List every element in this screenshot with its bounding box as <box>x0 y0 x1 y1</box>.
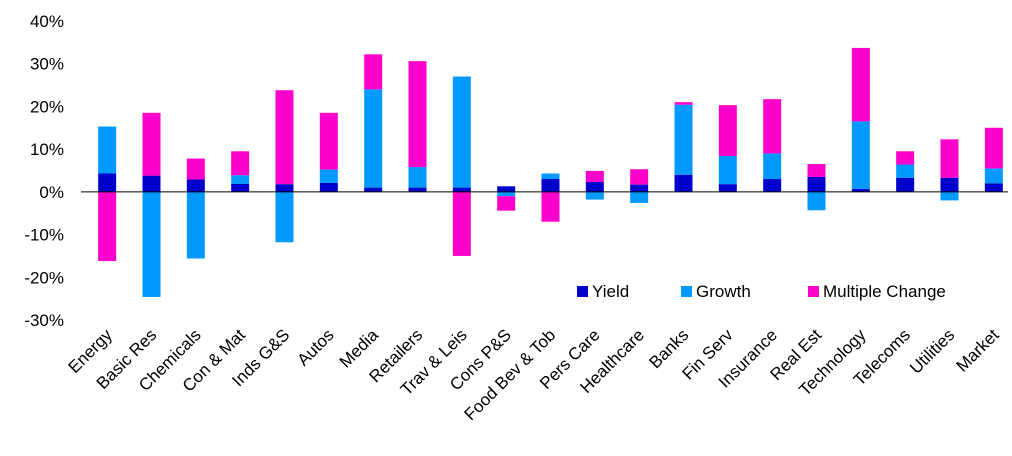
bar-growth-17 <box>851 121 870 189</box>
bar-multiple-change-12 <box>630 169 649 185</box>
bar-yield-8 <box>452 187 471 192</box>
bar-multiple-change-17 <box>851 47 870 122</box>
y-tick-label: -10% <box>24 226 64 245</box>
bar-growth-4 <box>275 191 294 243</box>
legend-swatch-multiple-change <box>808 286 819 297</box>
bar-growth-16 <box>807 191 826 211</box>
bar-growth-18 <box>896 164 915 178</box>
bar-multiple-change-15 <box>763 99 782 154</box>
bar-yield-2 <box>186 179 205 192</box>
bar-multiple-change-3 <box>231 151 250 176</box>
bar-yield-10 <box>541 179 560 192</box>
bar-yield-1 <box>142 175 161 192</box>
bar-yield-14 <box>718 184 737 192</box>
y-tick-label: -30% <box>24 311 64 330</box>
bar-multiple-change-2 <box>186 158 205 180</box>
x-tick-label: Autos <box>293 325 337 369</box>
bar-growth-15 <box>763 153 782 180</box>
bar-growth-2 <box>186 191 205 259</box>
bar-multiple-change-8 <box>452 191 471 256</box>
bar-multiple-change-9 <box>497 196 516 211</box>
bar-multiple-change-20 <box>984 127 1003 169</box>
bar-multiple-change-0 <box>98 191 117 262</box>
bar-multiple-change-13 <box>674 102 693 105</box>
bar-growth-8 <box>452 76 471 188</box>
bar-yield-20 <box>984 183 1003 192</box>
y-axis-ticks: 40% 30% 20% 10% 0% -10% -20% -30% <box>24 12 64 330</box>
bars-layer <box>98 47 1003 297</box>
bar-growth-9 <box>497 191 516 197</box>
y-tick-label: 30% <box>30 55 64 74</box>
bar-multiple-change-4 <box>275 90 294 185</box>
bar-growth-14 <box>718 155 737 185</box>
bar-yield-13 <box>674 174 693 192</box>
bar-growth-11 <box>585 191 604 200</box>
bar-yield-0 <box>98 173 117 192</box>
bar-multiple-change-1 <box>142 112 161 176</box>
legend-label-multiple-change: Multiple Change <box>823 282 946 301</box>
y-tick-label: 20% <box>30 97 64 116</box>
bar-yield-16 <box>807 176 826 192</box>
bar-yield-5 <box>319 182 338 192</box>
bar-yield-17 <box>851 188 870 192</box>
bar-multiple-change-10 <box>541 191 560 222</box>
bar-yield-19 <box>940 177 959 192</box>
legend-label-growth: Growth <box>696 282 751 301</box>
legend-swatch-growth <box>681 286 692 297</box>
bar-growth-0 <box>98 126 117 174</box>
bar-growth-20 <box>984 168 1003 184</box>
legend-swatch-yield <box>577 286 588 297</box>
x-tick-label: Utilities <box>906 325 958 377</box>
y-tick-label: 40% <box>30 12 64 31</box>
bar-growth-19 <box>940 191 959 201</box>
bar-growth-7 <box>408 167 427 188</box>
bar-yield-18 <box>896 177 915 192</box>
bar-multiple-change-7 <box>408 61 427 168</box>
bar-multiple-change-6 <box>364 54 383 90</box>
bar-multiple-change-19 <box>940 139 959 178</box>
y-tick-label: -20% <box>24 268 64 287</box>
bar-growth-1 <box>142 191 161 297</box>
bar-growth-3 <box>231 175 250 184</box>
x-tick-label: Market <box>952 325 1002 375</box>
bar-yield-9 <box>497 186 516 192</box>
bar-yield-12 <box>630 184 649 192</box>
bar-growth-12 <box>630 191 649 203</box>
bar-growth-5 <box>319 169 338 183</box>
y-tick-label: 0% <box>39 183 64 202</box>
bar-yield-4 <box>275 184 294 192</box>
bar-growth-13 <box>674 104 693 175</box>
y-tick-label: 10% <box>30 140 64 159</box>
bar-yield-3 <box>231 183 250 192</box>
bar-growth-10 <box>541 173 560 180</box>
bar-multiple-change-5 <box>319 112 338 170</box>
bar-yield-7 <box>408 187 427 192</box>
bar-growth-6 <box>364 89 383 188</box>
bar-yield-15 <box>763 179 782 192</box>
bar-multiple-change-11 <box>585 170 604 183</box>
legend-label-yield: Yield <box>592 282 629 301</box>
bar-yield-11 <box>585 182 604 192</box>
bar-multiple-change-18 <box>896 151 915 165</box>
bar-multiple-change-14 <box>718 105 737 156</box>
bar-multiple-change-16 <box>807 164 826 177</box>
bar-yield-6 <box>364 187 383 192</box>
legend: Yield Growth Multiple Change <box>577 282 946 301</box>
